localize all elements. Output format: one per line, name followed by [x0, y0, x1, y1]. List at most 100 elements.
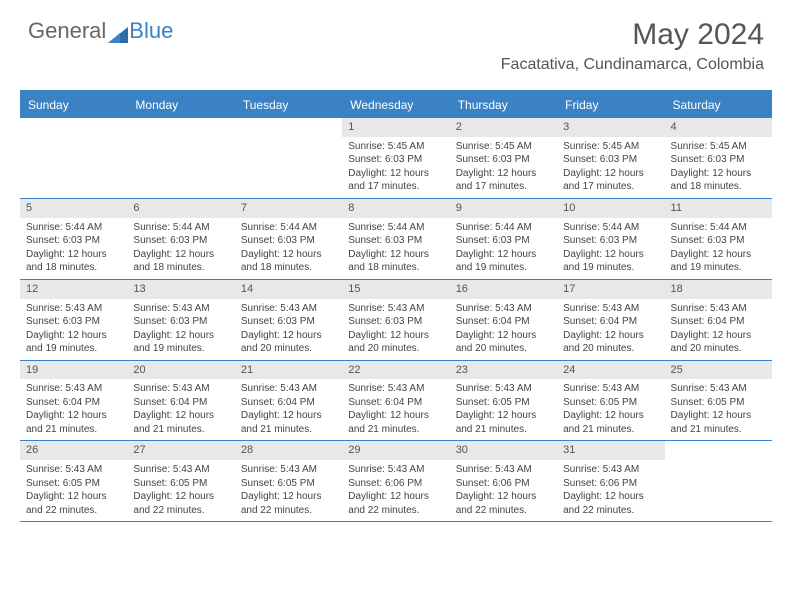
day-detail-line: and 17 minutes.: [348, 180, 443, 194]
calendar-cell: 18Sunrise: 5:43 AMSunset: 6:04 PMDayligh…: [665, 280, 772, 361]
day-number: 10: [557, 199, 664, 218]
location-text: Facatativa, Cundinamarca, Colombia: [501, 56, 764, 74]
day-details: Sunrise: 5:44 AMSunset: 6:03 PMDaylight:…: [235, 218, 342, 279]
day-detail-line: Daylight: 12 hours: [26, 490, 121, 504]
day-details: Sunrise: 5:43 AMSunset: 6:03 PMDaylight:…: [127, 299, 234, 360]
day-number: 31: [557, 441, 664, 460]
day-number: 26: [20, 441, 127, 460]
day-detail-line: and 22 minutes.: [348, 504, 443, 518]
calendar-cell: 17Sunrise: 5:43 AMSunset: 6:04 PMDayligh…: [557, 280, 664, 361]
day-detail-line: and 18 minutes.: [348, 261, 443, 275]
day-details: Sunrise: 5:44 AMSunset: 6:03 PMDaylight:…: [557, 218, 664, 279]
day-detail-line: and 22 minutes.: [563, 504, 658, 518]
day-detail-line: Daylight: 12 hours: [671, 329, 766, 343]
day-detail-line: Daylight: 12 hours: [241, 409, 336, 423]
brand-part1: General: [28, 18, 106, 44]
calendar-cell: 6Sunrise: 5:44 AMSunset: 6:03 PMDaylight…: [127, 199, 234, 280]
day-detail-line: Sunrise: 5:43 AM: [26, 302, 121, 316]
day-detail-line: Sunset: 6:03 PM: [348, 234, 443, 248]
day-details: Sunrise: 5:43 AMSunset: 6:05 PMDaylight:…: [557, 379, 664, 440]
day-detail-line: and 21 minutes.: [26, 423, 121, 437]
day-details: Sunrise: 5:43 AMSunset: 6:05 PMDaylight:…: [450, 379, 557, 440]
brand-part2: Blue: [129, 18, 173, 44]
day-details: Sunrise: 5:43 AMSunset: 6:03 PMDaylight:…: [342, 299, 449, 360]
day-detail-line: Daylight: 12 hours: [671, 167, 766, 181]
day-detail-line: Sunset: 6:05 PM: [671, 396, 766, 410]
weekday-header: Saturday: [665, 92, 772, 118]
day-number: 14: [235, 280, 342, 299]
day-detail-line: Sunset: 6:05 PM: [133, 477, 228, 491]
day-detail-line: Daylight: 12 hours: [26, 248, 121, 262]
day-number: 21: [235, 361, 342, 380]
day-detail-line: and 17 minutes.: [456, 180, 551, 194]
day-detail-line: Sunrise: 5:43 AM: [348, 463, 443, 477]
calendar-cell: 23Sunrise: 5:43 AMSunset: 6:05 PMDayligh…: [450, 361, 557, 442]
day-detail-line: and 20 minutes.: [671, 342, 766, 356]
calendar-cell: 10Sunrise: 5:44 AMSunset: 6:03 PMDayligh…: [557, 199, 664, 280]
day-detail-line: Daylight: 12 hours: [671, 409, 766, 423]
day-detail-line: Sunset: 6:03 PM: [563, 153, 658, 167]
day-detail-line: Sunrise: 5:43 AM: [671, 382, 766, 396]
day-detail-line: Sunrise: 5:43 AM: [26, 463, 121, 477]
day-detail-line: Sunset: 6:05 PM: [456, 396, 551, 410]
day-number: 23: [450, 361, 557, 380]
day-detail-line: Daylight: 12 hours: [133, 490, 228, 504]
day-detail-line: and 17 minutes.: [563, 180, 658, 194]
day-details: Sunrise: 5:44 AMSunset: 6:03 PMDaylight:…: [342, 218, 449, 279]
day-detail-line: Daylight: 12 hours: [563, 248, 658, 262]
day-detail-line: Daylight: 12 hours: [456, 329, 551, 343]
day-detail-line: Sunrise: 5:43 AM: [26, 382, 121, 396]
calendar-cell-empty: [665, 441, 772, 522]
day-detail-line: Daylight: 12 hours: [348, 490, 443, 504]
day-detail-line: Sunrise: 5:43 AM: [348, 382, 443, 396]
weekday-header: Thursday: [450, 92, 557, 118]
calendar-cell-empty: [235, 118, 342, 199]
day-detail-line: and 19 minutes.: [563, 261, 658, 275]
day-number: 7: [235, 199, 342, 218]
day-details: Sunrise: 5:43 AMSunset: 6:04 PMDaylight:…: [450, 299, 557, 360]
day-detail-line: Sunset: 6:03 PM: [456, 234, 551, 248]
calendar-grid: SundayMondayTuesdayWednesdayThursdayFrid…: [20, 90, 772, 522]
day-detail-line: and 22 minutes.: [26, 504, 121, 518]
day-detail-line: Daylight: 12 hours: [456, 248, 551, 262]
day-number: 19: [20, 361, 127, 380]
calendar-cell: 12Sunrise: 5:43 AMSunset: 6:03 PMDayligh…: [20, 280, 127, 361]
calendar-cell: 8Sunrise: 5:44 AMSunset: 6:03 PMDaylight…: [342, 199, 449, 280]
day-detail-line: and 22 minutes.: [456, 504, 551, 518]
calendar-cell: 22Sunrise: 5:43 AMSunset: 6:04 PMDayligh…: [342, 361, 449, 442]
calendar-cell: 2Sunrise: 5:45 AMSunset: 6:03 PMDaylight…: [450, 118, 557, 199]
day-detail-line: Sunrise: 5:44 AM: [133, 221, 228, 235]
day-detail-line: Daylight: 12 hours: [348, 329, 443, 343]
day-details: Sunrise: 5:43 AMSunset: 6:06 PMDaylight:…: [450, 460, 557, 521]
day-number: 20: [127, 361, 234, 380]
weekday-header: Tuesday: [235, 92, 342, 118]
weekday-header: Monday: [127, 92, 234, 118]
day-detail-line: Sunrise: 5:43 AM: [241, 382, 336, 396]
title-block: May 2024 Facatativa, Cundinamarca, Colom…: [501, 18, 764, 74]
day-detail-line: Sunset: 6:03 PM: [26, 234, 121, 248]
calendar-cell: 24Sunrise: 5:43 AMSunset: 6:05 PMDayligh…: [557, 361, 664, 442]
day-number: 3: [557, 118, 664, 137]
calendar-cell: 14Sunrise: 5:43 AMSunset: 6:03 PMDayligh…: [235, 280, 342, 361]
weekday-header: Sunday: [20, 92, 127, 118]
day-details: Sunrise: 5:43 AMSunset: 6:06 PMDaylight:…: [342, 460, 449, 521]
day-detail-line: and 21 minutes.: [456, 423, 551, 437]
calendar-cell: 4Sunrise: 5:45 AMSunset: 6:03 PMDaylight…: [665, 118, 772, 199]
page-header: General Blue May 2024 Facatativa, Cundin…: [0, 0, 792, 82]
day-detail-line: Sunrise: 5:44 AM: [241, 221, 336, 235]
day-details: Sunrise: 5:43 AMSunset: 6:04 PMDaylight:…: [127, 379, 234, 440]
day-details: Sunrise: 5:43 AMSunset: 6:04 PMDaylight:…: [342, 379, 449, 440]
day-number: 18: [665, 280, 772, 299]
week-row: 1Sunrise: 5:45 AMSunset: 6:03 PMDaylight…: [20, 118, 772, 199]
day-details: Sunrise: 5:45 AMSunset: 6:03 PMDaylight:…: [342, 137, 449, 198]
day-detail-line: Sunset: 6:03 PM: [241, 234, 336, 248]
day-detail-line: Daylight: 12 hours: [348, 409, 443, 423]
day-detail-line: Sunset: 6:05 PM: [26, 477, 121, 491]
week-row: 5Sunrise: 5:44 AMSunset: 6:03 PMDaylight…: [20, 199, 772, 280]
calendar-cell: 1Sunrise: 5:45 AMSunset: 6:03 PMDaylight…: [342, 118, 449, 199]
brand-logo: General Blue: [28, 18, 173, 44]
calendar-cell: 31Sunrise: 5:43 AMSunset: 6:06 PMDayligh…: [557, 441, 664, 522]
day-detail-line: and 18 minutes.: [133, 261, 228, 275]
day-number: 8: [342, 199, 449, 218]
day-details: Sunrise: 5:43 AMSunset: 6:04 PMDaylight:…: [557, 299, 664, 360]
